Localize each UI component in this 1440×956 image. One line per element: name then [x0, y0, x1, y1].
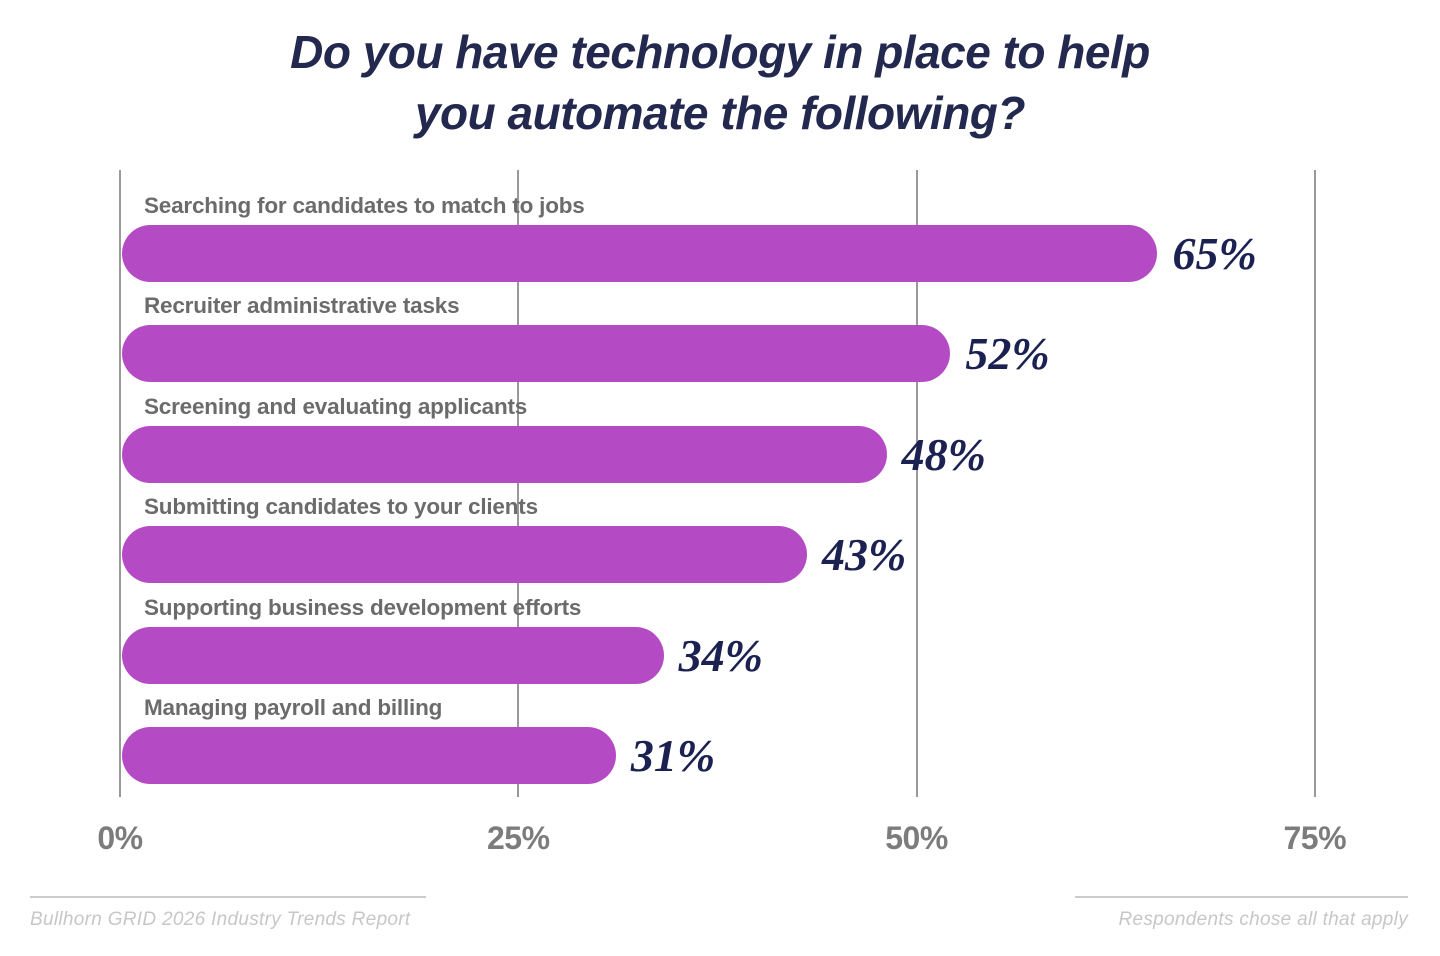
- methodology-note-text: Respondents chose all that apply: [1118, 909, 1408, 930]
- bar: [122, 225, 1158, 282]
- bar-label: Supporting business development efforts: [144, 594, 582, 620]
- bar-value-label: 34%: [678, 629, 763, 681]
- bar: [122, 727, 616, 784]
- bar-value-label: 65%: [1172, 228, 1257, 279]
- x-tick-label: 75%: [1283, 820, 1347, 856]
- gridline-50%: [915, 170, 918, 797]
- bar-value-label: 43%: [821, 529, 907, 581]
- gridline-75%: [1313, 170, 1316, 797]
- chart-title: Do you have technology in place to help y…: [0, 22, 1440, 144]
- bar-label: Submitting candidates to your clients: [144, 494, 538, 520]
- bar: [122, 425, 887, 483]
- chart-title-line-2: you automate the following?: [414, 87, 1026, 139]
- gridline-0%: [119, 170, 121, 797]
- chart-title-line-1: Do you have technology in place to help: [290, 26, 1150, 78]
- methodology-note: Respondents chose all that apply: [1075, 896, 1408, 931]
- x-tick-label: 0%: [97, 820, 143, 856]
- bar-label: Recruiter administrative tasks: [144, 293, 460, 319]
- gridline-25%: [517, 170, 520, 797]
- bar-label: Managing payroll and billing: [144, 695, 443, 720]
- x-tick-label: 50%: [885, 820, 948, 856]
- bar-value-label: 48%: [901, 428, 986, 480]
- bar-value-label: 31%: [630, 730, 716, 781]
- bar: [122, 325, 951, 383]
- bar: [122, 526, 807, 584]
- plot-area: 0% 25% 50% 75% Searching for candidates to m…: [97, 170, 1400, 856]
- bar-label: Screening and evaluating applicants: [144, 393, 528, 419]
- x-tick-label: 25%: [486, 820, 550, 856]
- bar-value-label: 52%: [965, 328, 1050, 380]
- source-note-text: Bullhorn GRID 2026 Industry Trends Repor…: [30, 909, 411, 930]
- bar-label: Searching for candidates to match to job…: [144, 193, 585, 218]
- bar: [122, 626, 664, 684]
- source-note: Bullhorn GRID 2026 Industry Trends Repor…: [30, 896, 426, 931]
